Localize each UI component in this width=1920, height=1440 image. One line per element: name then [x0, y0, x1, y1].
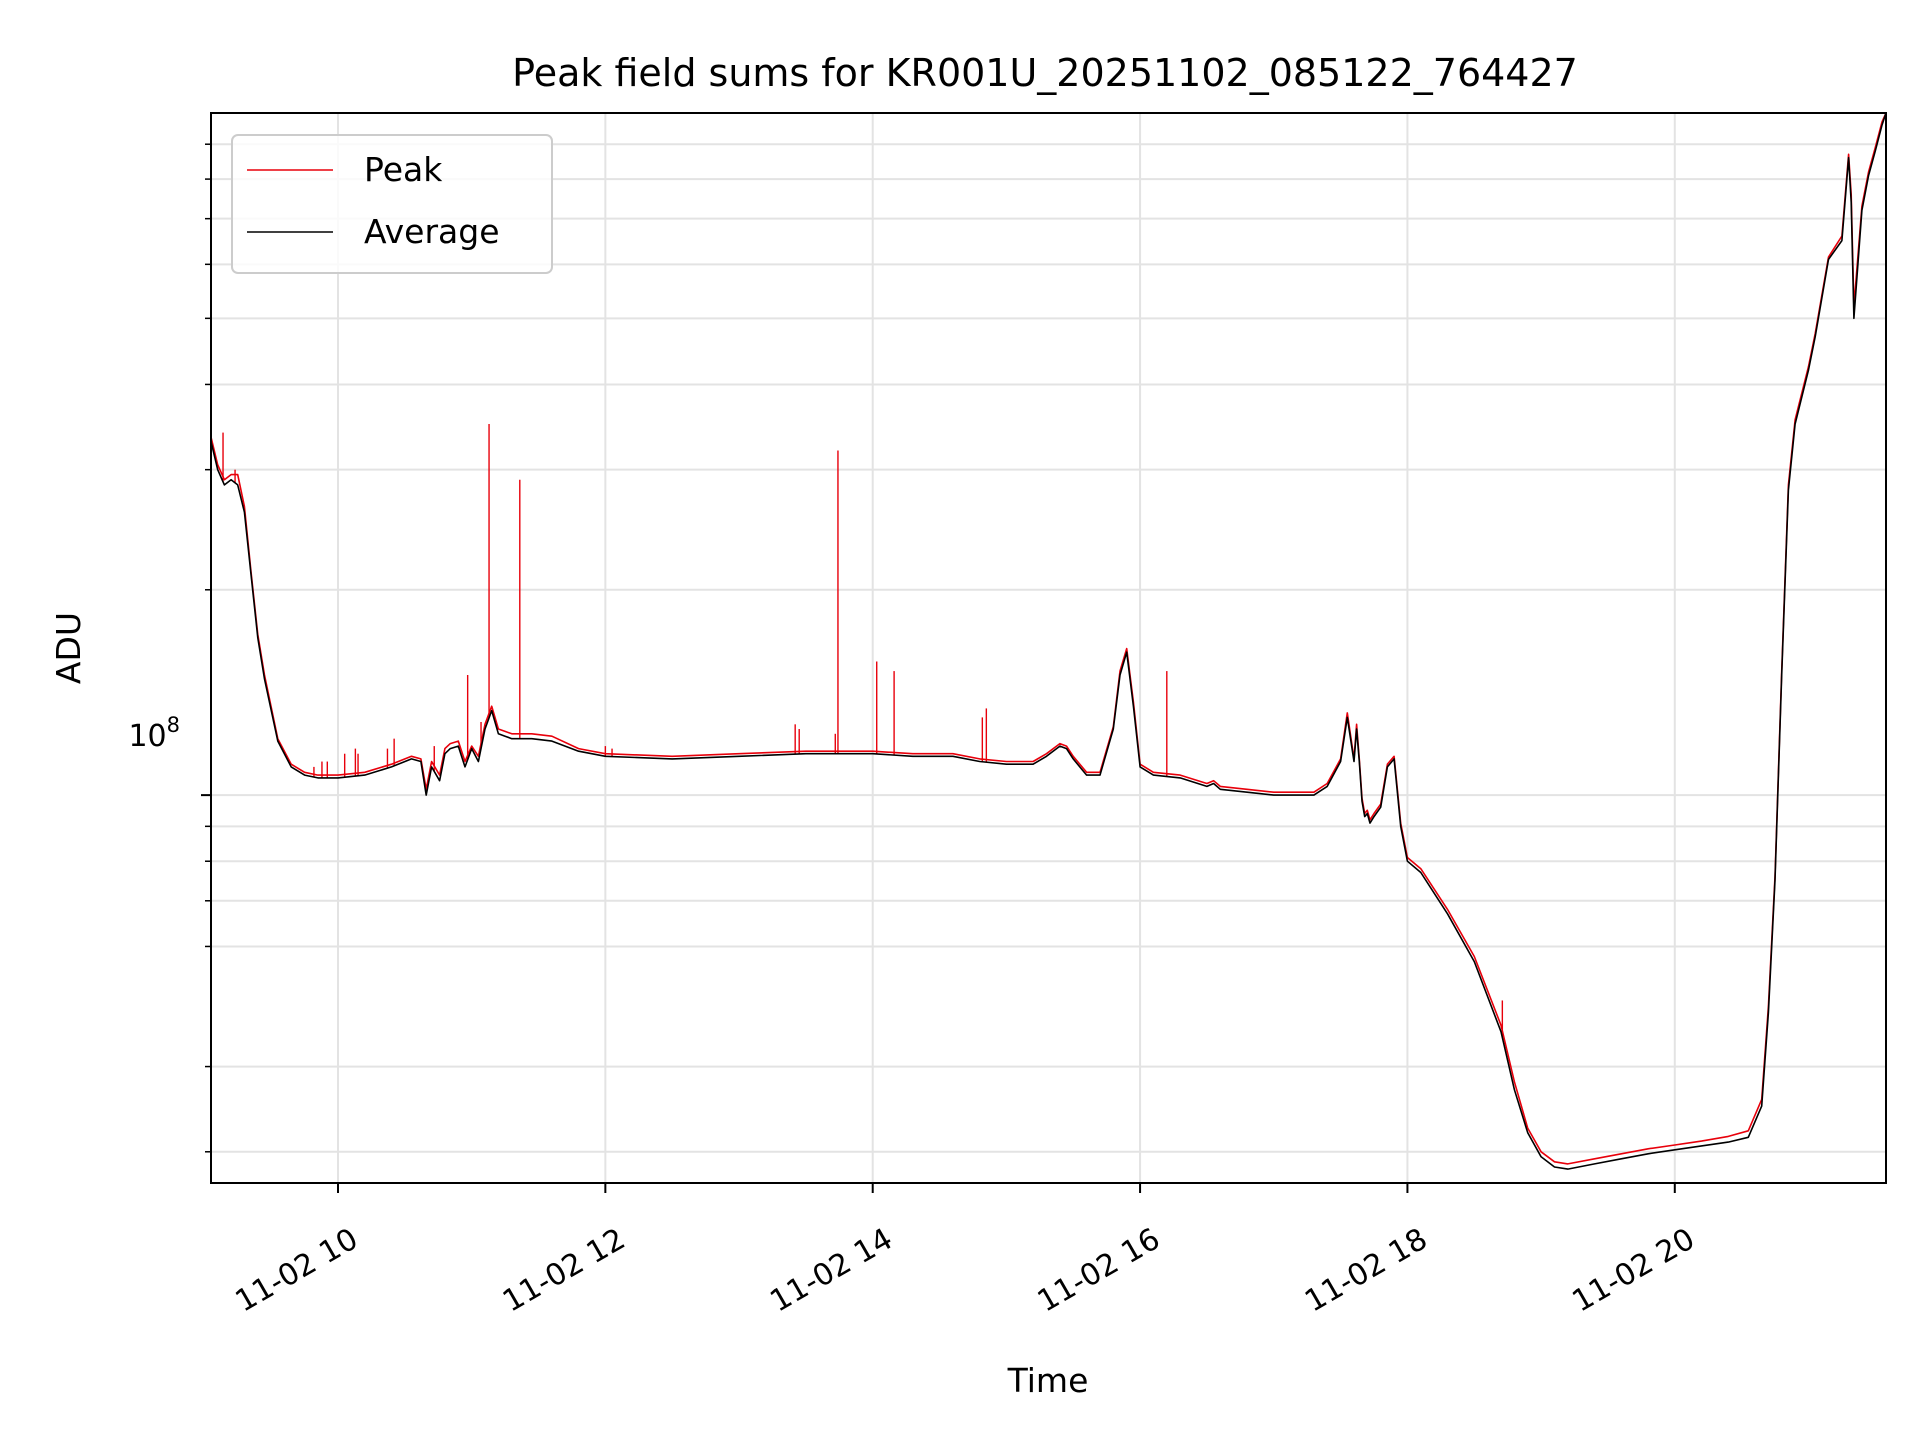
peak-series-line [211, 113, 1886, 1165]
y-tick-label-1e8: 108 [128, 713, 180, 754]
legend-peak-label: Peak [364, 150, 443, 189]
y-axis-label: ADU [49, 612, 88, 684]
chart-title: Peak field sums for KR001U_20251102_0851… [512, 51, 1578, 95]
legend: Peak Average [231, 134, 553, 274]
y-axis: 108 [128, 143, 211, 1153]
legend-average-label: Average [364, 212, 500, 251]
x-axis-label: Time [1007, 1361, 1089, 1400]
average-series-line [211, 113, 1886, 1170]
grid [211, 113, 1886, 1183]
plot-frame [210, 112, 1887, 1184]
plot-area [211, 113, 1886, 1170]
